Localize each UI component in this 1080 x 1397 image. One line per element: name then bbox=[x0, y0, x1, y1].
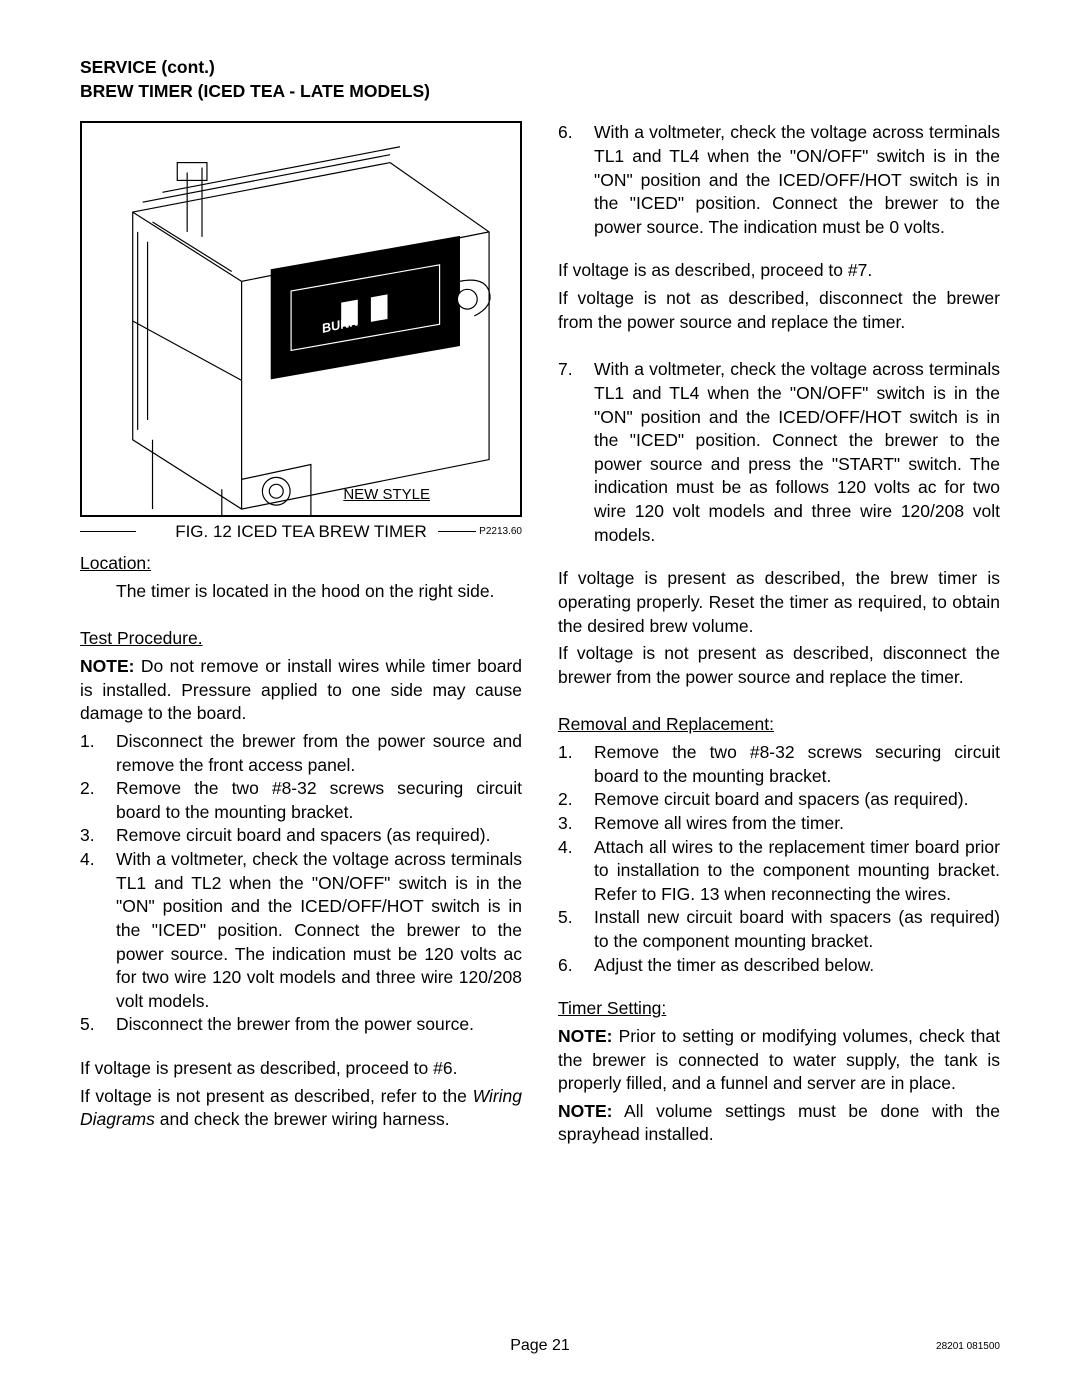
list-item: 5.Install new circuit board with spacers… bbox=[558, 906, 1000, 953]
heading-line-1: SERVICE (cont.) bbox=[80, 56, 1000, 80]
mid-text-2: If voltage is not as described, disconne… bbox=[558, 287, 1000, 334]
section-heading: SERVICE (cont.) BREW TIMER (ICED TEA - L… bbox=[80, 56, 1000, 103]
voltage-present-text: If voltage is present as described, proc… bbox=[80, 1057, 522, 1081]
removal-label: Removal and Replacement: bbox=[558, 713, 1000, 737]
note-text: Do not remove or install wires while tim… bbox=[80, 656, 522, 723]
removal-steps-list: 1.Remove the two #8-32 screws securing c… bbox=[558, 741, 1000, 977]
list-item: 6.Adjust the timer as described below. bbox=[558, 954, 1000, 978]
removal-heading: Removal and Replacement: bbox=[558, 714, 774, 734]
timer-heading: Timer Setting: bbox=[558, 998, 666, 1018]
list-item: 6.With a voltmeter, check the voltage ac… bbox=[558, 121, 1000, 239]
figure-caption-row: FIG. 12 ICED TEA BREW TIMER P2213.60 bbox=[80, 521, 522, 544]
test-note: NOTE: Do not remove or install wires whi… bbox=[80, 655, 522, 726]
list-item: 4.With a voltmeter, check the voltage ac… bbox=[80, 848, 522, 1013]
timer-note-1: NOTE: Prior to setting or modifying volu… bbox=[558, 1025, 1000, 1096]
timer-note-2: NOTE: All volume settings must be done w… bbox=[558, 1100, 1000, 1147]
voltage-absent-text: If voltage is not present as described, … bbox=[80, 1085, 522, 1132]
left-column: BUNN NEW STYLE FIG. 12 ICED TEA BREW TIM… bbox=[80, 121, 522, 1151]
location-label: Location: bbox=[80, 553, 151, 573]
note-label: NOTE: bbox=[558, 1026, 612, 1046]
list-item: 1.Remove the two #8-32 screws securing c… bbox=[558, 741, 1000, 788]
list-item: 4.Attach all wires to the replacement ti… bbox=[558, 836, 1000, 907]
caption-rule-right bbox=[438, 531, 476, 532]
list-item: 3.Remove all wires from the timer. bbox=[558, 812, 1000, 836]
test-procedure-label: Test Procedure. bbox=[80, 627, 522, 651]
right-column: 6.With a voltmeter, check the voltage ac… bbox=[558, 121, 1000, 1151]
mid-text-1: If voltage is as described, proceed to #… bbox=[558, 259, 1000, 283]
brewer-diagram-svg: BUNN bbox=[82, 123, 520, 515]
list-item: 5.Disconnect the brewer from the power s… bbox=[80, 1013, 522, 1037]
after7-text-a: If voltage is present as described, the … bbox=[558, 567, 1000, 638]
note-label: NOTE: bbox=[80, 656, 134, 676]
step6-list: 6.With a voltmeter, check the voltage ac… bbox=[558, 121, 1000, 239]
list-item: 3.Remove circuit board and spacers (as r… bbox=[80, 824, 522, 848]
location-block: Location: bbox=[80, 552, 522, 576]
test-label: Test Procedure. bbox=[80, 628, 203, 648]
list-item: 7.With a voltmeter, check the voltage ac… bbox=[558, 358, 1000, 547]
list-item: 2.Remove the two #8-32 screws securing c… bbox=[80, 777, 522, 824]
list-item: 2.Remove circuit board and spacers (as r… bbox=[558, 788, 1000, 812]
note-label: NOTE: bbox=[558, 1101, 612, 1121]
list-item: 1.Disconnect the brewer from the power s… bbox=[80, 730, 522, 777]
caption-rule-left bbox=[80, 531, 136, 532]
two-column-layout: BUNN NEW STYLE FIG. 12 ICED TEA BREW TIM… bbox=[80, 121, 1000, 1151]
timer-setting-label: Timer Setting: bbox=[558, 997, 1000, 1021]
document-code: 28201 081500 bbox=[936, 1340, 1000, 1354]
location-text: The timer is located in the hood on the … bbox=[116, 580, 522, 604]
figure-box: BUNN NEW STYLE bbox=[80, 121, 522, 517]
heading-line-2: BREW TIMER (ICED TEA - LATE MODELS) bbox=[80, 80, 1000, 104]
figure-code: P2213.60 bbox=[479, 525, 522, 539]
figure-caption: FIG. 12 ICED TEA BREW TIMER bbox=[175, 521, 427, 544]
after7-text-b: If voltage is not present as described, … bbox=[558, 642, 1000, 689]
page-number: Page 21 bbox=[0, 1335, 1080, 1357]
step7-list: 7.With a voltmeter, check the voltage ac… bbox=[558, 358, 1000, 547]
new-style-label: NEW STYLE bbox=[343, 485, 430, 505]
test-steps-list: 1.Disconnect the brewer from the power s… bbox=[80, 730, 522, 1037]
